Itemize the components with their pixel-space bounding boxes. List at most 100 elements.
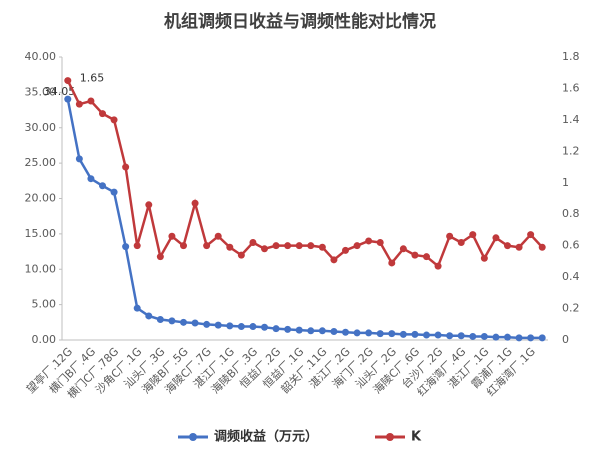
series-marker [110,116,118,124]
series-marker [504,333,511,341]
y-tick-label: 0.00 [32,333,57,346]
series-marker [342,328,349,336]
series-marker [353,329,361,337]
series-marker [504,242,511,250]
series-marker [376,330,384,338]
series-marker [365,329,373,337]
y2-tick-label: 1.2 [562,144,580,157]
series-marker [376,239,384,247]
series-marker [261,245,268,253]
series-marker [237,251,245,259]
series-marker [446,232,454,240]
series-marker [480,254,488,262]
y-tick-label: 25.00 [25,156,57,169]
y2-tick-label: 0.2 [562,302,580,315]
series-marker [411,251,419,259]
series-marker [411,330,419,338]
series-marker [434,331,442,339]
y2-tick-label: 0.6 [562,239,580,252]
data-label: 1.65 [80,72,105,85]
series-marker [318,243,326,251]
series-marker [99,182,106,190]
series-marker [203,320,211,328]
y2-tick-label: 1.8 [562,50,580,63]
series-marker [191,199,199,207]
y-tick-label: 15.00 [25,227,57,240]
series-marker [423,253,430,261]
series-marker [527,231,535,239]
y-tick-label: 5.00 [32,298,57,311]
series-marker [480,332,488,340]
y-tick-label: 35.00 [25,85,57,98]
series-marker [203,242,211,250]
series-marker [342,246,349,254]
series-marker [527,334,535,342]
y2-tick-label: 0.4 [562,270,580,283]
y2-tick-label: 1.4 [562,113,580,126]
series-marker [399,245,407,253]
series-marker [295,326,303,334]
y-tick-label: 30.00 [25,121,57,134]
series-marker [434,262,442,270]
series-marker [87,175,95,183]
series-marker [353,242,361,250]
series-marker [156,315,164,323]
series-marker [180,242,187,250]
series-marker [237,323,245,331]
series-marker [388,259,396,267]
series-marker [272,242,280,250]
series-marker [469,231,477,239]
series-marker [365,237,373,245]
series-marker [249,239,257,247]
series-marker [388,330,396,338]
series-marker [515,243,523,251]
series-marker [87,97,95,105]
series-marker [180,318,187,326]
series-marker [284,325,292,333]
y2-tick-label: 1 [562,176,569,189]
series-marker [457,332,465,340]
series-marker [64,77,72,85]
series-marker [133,304,141,312]
series-marker [295,242,303,250]
series-marker [284,242,292,250]
legend-label: K [411,430,422,445]
legend-marker [189,433,197,441]
series-marker [214,321,222,329]
series-marker [307,327,315,335]
series-marker [515,334,523,342]
series-marker [191,319,199,327]
series-marker [272,325,280,333]
legend-label: 调频收益（万元） [214,429,318,445]
series-marker [423,331,430,339]
series-marker [64,95,72,103]
series-marker [330,256,338,264]
data-label: 34.05 [44,85,76,98]
series-marker [469,332,477,340]
series-marker [330,328,338,336]
series-marker [457,239,465,247]
series-marker [145,201,153,209]
series-marker [318,327,326,335]
series-line [66,98,543,340]
legend-marker [386,433,394,441]
series-marker [492,333,500,341]
series-marker [538,334,546,342]
series-marker [446,332,454,340]
series-marker [99,110,106,118]
series-marker [492,234,500,242]
series-marker [75,100,83,108]
series-marker [538,243,546,251]
series-marker [110,188,118,196]
series-marker [226,243,234,251]
y2-tick-label: 0 [562,333,569,346]
series-marker [249,323,257,331]
series-marker [75,155,83,163]
series-line [66,80,544,269]
chart-title: 机组调频日收益与调频性能对比情况 [164,11,436,32]
series-marker [307,242,315,250]
series-marker [399,330,407,338]
series-marker [145,312,153,320]
series-marker [168,317,176,325]
